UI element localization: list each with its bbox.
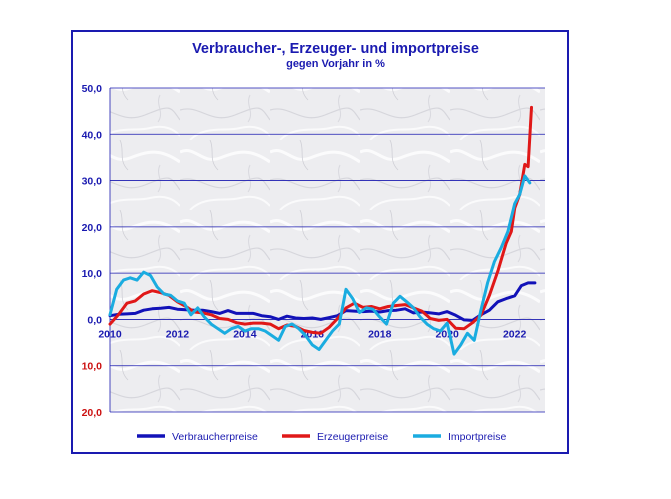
series-line-verbraucherpreise	[108, 281, 537, 322]
x-tick-label: 2010	[98, 328, 122, 340]
y-tick-label: 10,0	[82, 361, 103, 373]
chart-subtitle: gegen Vorjahr in %	[286, 58, 385, 70]
plot-area	[110, 88, 545, 412]
y-tick-label: 50,0	[82, 83, 103, 95]
legend-label-verbraucherpreise: Verbraucherpreise	[172, 431, 258, 443]
legend-label-importpreise: Importpreise	[448, 431, 507, 443]
x-tick-label: 2022	[503, 328, 527, 340]
chart-title: Verbraucher-, Erzeuger- und importpreise	[192, 41, 479, 57]
y-tick-label: 20,0	[82, 222, 103, 234]
y-tick-label: 10,0	[82, 268, 103, 280]
x-tick-label: 2012	[166, 328, 190, 340]
y-tick-label: 20,0	[82, 407, 103, 419]
y-tick-label: 40,0	[82, 129, 103, 141]
x-tick-label: 2014	[233, 328, 257, 340]
series-line-importpreise	[108, 174, 532, 356]
legend-label-erzeugerpreise: Erzeugerpreise	[317, 431, 388, 443]
y-tick-label: 0,0	[87, 314, 102, 326]
x-tick-label: 2018	[368, 328, 392, 340]
y-tick-label: 30,0	[82, 176, 103, 188]
